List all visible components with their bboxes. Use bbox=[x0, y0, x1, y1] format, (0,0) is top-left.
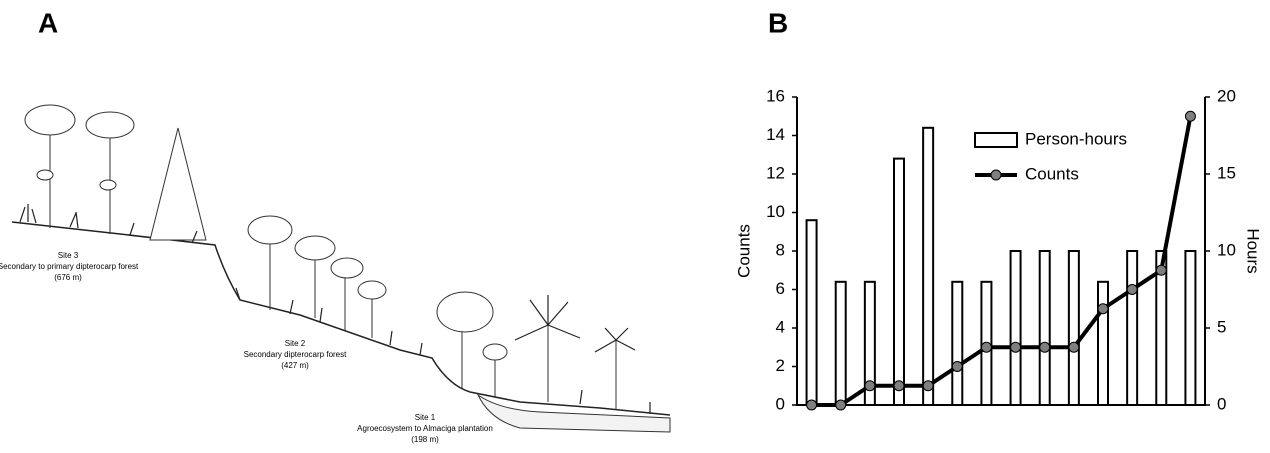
bar bbox=[1184, 250, 1197, 406]
bar bbox=[1155, 250, 1168, 406]
bar bbox=[863, 280, 876, 406]
site-description: Secondary dipterocarp forest bbox=[244, 350, 348, 359]
y-tick-label: 2 bbox=[776, 356, 785, 375]
panel-label: B bbox=[768, 7, 788, 38]
marker bbox=[1126, 284, 1138, 295]
bar bbox=[922, 126, 935, 407]
y2-tick-label: 0 bbox=[1217, 394, 1226, 413]
marker bbox=[1155, 264, 1167, 276]
site-elevation: (676 m) bbox=[54, 273, 82, 282]
y-tick-label: 14 bbox=[766, 125, 785, 144]
river bbox=[476, 393, 671, 433]
marker bbox=[922, 380, 934, 392]
y2-tick-label: 10 bbox=[1217, 240, 1236, 259]
bar bbox=[834, 280, 847, 406]
legend-label: Counts bbox=[1025, 164, 1079, 183]
bar bbox=[1097, 280, 1109, 406]
site-name: Site 2 bbox=[285, 339, 306, 348]
bar bbox=[951, 280, 964, 406]
bar bbox=[893, 157, 905, 406]
trees bbox=[19, 104, 651, 414]
marker bbox=[835, 399, 847, 411]
panel-a: A Site 3 Secondary to primary dipterocar… bbox=[0, 7, 671, 444]
marker bbox=[1010, 341, 1022, 353]
y2-tick-label: 15 bbox=[1217, 163, 1236, 182]
marker bbox=[893, 380, 905, 392]
bar bbox=[1067, 250, 1080, 406]
bar bbox=[1126, 250, 1139, 406]
panel-label: A bbox=[38, 7, 58, 38]
y-tick-label: 16 bbox=[766, 86, 785, 105]
y-axis-label: Counts bbox=[734, 224, 753, 278]
marker bbox=[1068, 341, 1080, 353]
marker bbox=[1039, 341, 1051, 353]
y-tick-label: 4 bbox=[776, 317, 785, 336]
y-tick-label: 6 bbox=[776, 279, 785, 298]
panel-b: B 0 2 4 6 8 10 12 14 16 0 5 10 15 20 Counts Hours Person… bbox=[734, 7, 1262, 413]
marker bbox=[980, 341, 992, 353]
marker bbox=[806, 399, 818, 411]
ground bbox=[11, 221, 671, 416]
y2-tick-label: 5 bbox=[1217, 317, 1226, 336]
y2-tick-label: 20 bbox=[1217, 86, 1236, 105]
bar bbox=[1009, 250, 1022, 406]
site-description: Secondary to primary dipterocarp forest bbox=[0, 262, 139, 271]
legend-marker bbox=[990, 169, 1002, 181]
y-tick-label: 12 bbox=[766, 163, 785, 182]
bar bbox=[1038, 250, 1051, 406]
marker bbox=[1184, 110, 1196, 122]
y-tick-label: 8 bbox=[776, 240, 785, 259]
marker bbox=[864, 380, 876, 392]
y-tick-label: 0 bbox=[776, 394, 785, 413]
site-name: Site 1 bbox=[415, 413, 436, 422]
site-elevation: (427 m) bbox=[281, 361, 309, 370]
y2-axis-label: Hours bbox=[1244, 228, 1263, 273]
site-elevation: (198 m) bbox=[411, 435, 439, 444]
marker bbox=[951, 361, 963, 372]
y-tick-label: 10 bbox=[766, 202, 785, 221]
legend-swatch bbox=[974, 132, 1018, 148]
site-description: Agroecosystem to Almaciga plantation bbox=[357, 424, 493, 433]
marker bbox=[1097, 303, 1109, 315]
site-name: Site 3 bbox=[58, 251, 79, 260]
bar bbox=[805, 219, 818, 406]
legend-label: Person-hours bbox=[1025, 129, 1127, 148]
